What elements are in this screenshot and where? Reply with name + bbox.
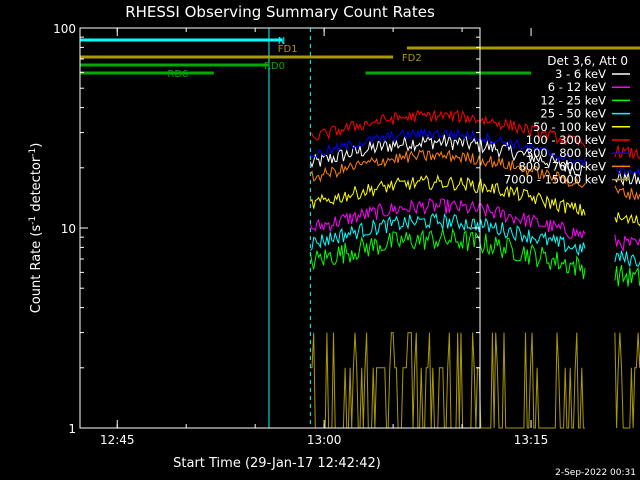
series-25-50-kev bbox=[309, 212, 640, 267]
series-6-12-kev bbox=[309, 197, 640, 253]
x-axis-label: Start Time (29-Jan-17 12:42:42) bbox=[173, 456, 381, 471]
flag-label: N bbox=[278, 36, 285, 47]
legend-label: 50 - 100 keV bbox=[533, 120, 606, 134]
series-line bbox=[310, 332, 640, 429]
legend-item: 300 - 800 keV bbox=[526, 146, 630, 160]
legend-item: 25 - 50 keV bbox=[540, 107, 630, 121]
legend-label: 12 - 25 keV bbox=[540, 93, 606, 107]
y-axis-label-end: ) bbox=[29, 143, 44, 148]
chart-title: RHESSI Observing Summary Count Rates bbox=[125, 3, 435, 21]
legend-item: 100 - 300 keV bbox=[526, 133, 630, 147]
x-tick-label: 12:45 bbox=[100, 433, 135, 447]
series-3-6-kev bbox=[309, 134, 640, 187]
flag-label: RD6 bbox=[167, 69, 188, 80]
legend-label: 7000 - 15000 keV bbox=[504, 173, 606, 187]
legend-label: 3 - 6 keV bbox=[555, 67, 606, 81]
y-axis-label-mid: detector bbox=[29, 156, 44, 216]
legend-label: 800 - 7000 keV bbox=[518, 159, 606, 173]
series-100-300-kev bbox=[310, 109, 640, 160]
series-12-25-kev bbox=[309, 227, 640, 287]
legend-label: 100 - 300 keV bbox=[526, 133, 606, 147]
series-line bbox=[309, 212, 640, 267]
x-tick-label: 13:15 bbox=[514, 433, 549, 447]
series-line bbox=[309, 134, 640, 187]
flag-rd0: RD0 bbox=[80, 61, 285, 72]
series-line bbox=[309, 149, 640, 201]
flag-fd1: FD1 bbox=[278, 44, 640, 55]
series-7000-15000-kev bbox=[310, 332, 640, 429]
flag-rd6: RD6 bbox=[80, 69, 532, 80]
series-800-7000-kev bbox=[309, 149, 640, 201]
flag-label: FD2 bbox=[402, 53, 422, 64]
y-tick-label: 100 bbox=[53, 22, 76, 36]
flag-fd2: FD2 bbox=[80, 53, 422, 64]
series-50-100-kev bbox=[309, 174, 640, 227]
legend-item: 800 - 7000 keV bbox=[518, 159, 630, 173]
y-axis-label-sup-2: -1 bbox=[28, 148, 38, 157]
flag-n: N bbox=[80, 36, 285, 47]
footer-timestamp: 2-Sep-2022 00:31 bbox=[555, 468, 636, 478]
series-line bbox=[310, 109, 640, 160]
series-line bbox=[309, 174, 640, 227]
series-line bbox=[309, 197, 640, 253]
legend-label: 300 - 800 keV bbox=[526, 146, 606, 160]
legend-item: 50 - 100 keV bbox=[533, 120, 630, 134]
y-axis-label-sup-1: -1 bbox=[28, 216, 38, 225]
axes: 12:4513:0013:1513:3013:4514:0014:1511010… bbox=[53, 22, 549, 447]
flag-label: RD0 bbox=[264, 61, 285, 72]
x-tick-label: 13:00 bbox=[307, 433, 342, 447]
flag-label: FD1 bbox=[278, 44, 298, 55]
y-tick-label: 1 bbox=[68, 422, 76, 436]
legend-item: 6 - 12 keV bbox=[548, 80, 630, 94]
y-tick-label: 10 bbox=[61, 222, 76, 236]
series-300-800-kev bbox=[309, 127, 640, 178]
legend-label: 25 - 50 keV bbox=[540, 107, 606, 121]
y-axis-label-main: Count Rate (s bbox=[29, 225, 44, 314]
series-line bbox=[309, 227, 640, 287]
y-axis-label: Count Rate (s-1 detector-1) bbox=[28, 143, 44, 314]
legend-item: 3 - 6 keV bbox=[555, 67, 630, 81]
legend-header: Det 3,6, Att 0 bbox=[547, 54, 628, 68]
legend-label: 6 - 12 keV bbox=[548, 80, 606, 94]
series-line bbox=[309, 127, 640, 178]
legend-item: 12 - 25 keV bbox=[540, 93, 630, 107]
legend-item: 7000 - 15000 keV bbox=[504, 173, 630, 187]
